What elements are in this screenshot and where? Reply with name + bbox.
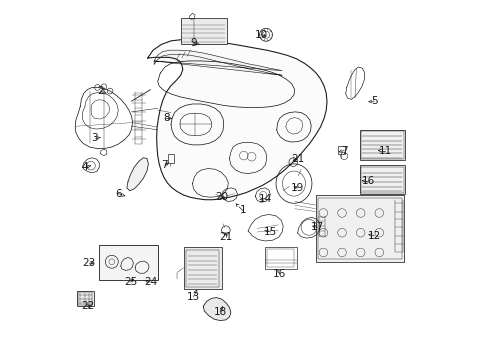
Text: 15: 15 — [263, 227, 276, 237]
Text: 7: 7 — [161, 160, 168, 170]
Text: 11: 11 — [378, 145, 391, 156]
Bar — [183, 247, 222, 289]
Polygon shape — [203, 298, 230, 320]
Text: 20: 20 — [215, 192, 228, 202]
Text: 25: 25 — [123, 277, 137, 287]
Bar — [359, 130, 404, 160]
Polygon shape — [154, 50, 282, 75]
Text: 23: 23 — [81, 258, 95, 268]
Text: 16: 16 — [361, 176, 374, 186]
Text: 13: 13 — [186, 292, 200, 302]
Polygon shape — [126, 158, 148, 191]
Text: 4: 4 — [81, 162, 88, 172]
Bar — [99, 244, 158, 280]
Text: 19: 19 — [290, 183, 304, 193]
Bar — [186, 249, 219, 287]
Bar — [167, 154, 174, 163]
Text: 5: 5 — [370, 96, 377, 106]
Text: 24: 24 — [143, 277, 157, 287]
Text: 7: 7 — [340, 145, 347, 156]
Text: 10: 10 — [255, 30, 268, 40]
Bar — [359, 165, 404, 194]
Bar — [180, 18, 226, 44]
Text: 18: 18 — [213, 307, 226, 317]
Text: 16: 16 — [272, 269, 285, 279]
Text: 22: 22 — [81, 301, 94, 311]
Bar — [361, 131, 403, 159]
Bar — [315, 195, 404, 262]
Bar — [265, 247, 296, 269]
Text: 14: 14 — [258, 194, 271, 204]
Text: 8: 8 — [163, 113, 169, 123]
Text: 3: 3 — [91, 133, 98, 143]
Bar — [267, 249, 294, 267]
Text: 9: 9 — [190, 38, 197, 48]
Text: 12: 12 — [367, 231, 380, 240]
Bar — [318, 198, 401, 259]
Text: 2: 2 — [97, 86, 103, 96]
Text: 6: 6 — [115, 189, 122, 199]
Text: 17: 17 — [310, 222, 323, 232]
Bar — [338, 146, 344, 154]
Bar — [77, 291, 94, 306]
Text: 21: 21 — [290, 154, 304, 164]
Bar — [78, 292, 92, 305]
Text: 21: 21 — [219, 232, 232, 242]
Bar — [361, 167, 403, 193]
Polygon shape — [147, 40, 326, 200]
Text: 1: 1 — [239, 206, 245, 216]
